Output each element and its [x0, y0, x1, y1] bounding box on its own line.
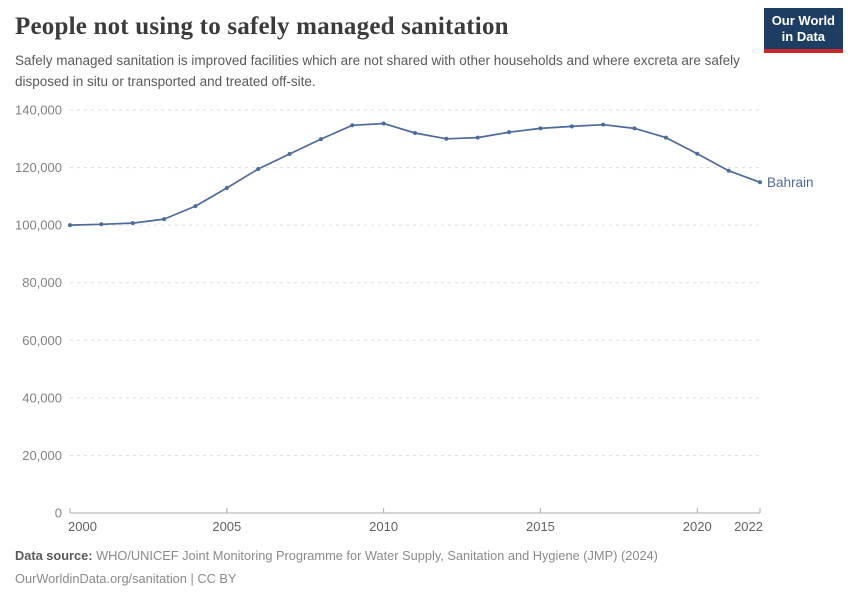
data-point[interactable] [350, 123, 355, 128]
y-tick-label: 80,000 [22, 275, 62, 290]
x-tick-label: 2000 [68, 519, 97, 534]
data-point[interactable] [538, 126, 543, 131]
data-source-text: WHO/UNICEF Joint Monitoring Programme fo… [96, 548, 658, 563]
data-point[interactable] [413, 131, 417, 136]
owid-logo-line2: in Data [781, 29, 826, 45]
chart-footer: Data source: WHO/UNICEF Joint Monitoring… [15, 544, 658, 590]
data-point[interactable] [758, 180, 762, 185]
data-point[interactable] [663, 135, 668, 140]
data-point[interactable] [507, 130, 512, 135]
x-tick-label: 2020 [683, 519, 712, 534]
owid-logo: Our World in Data [763, 8, 843, 53]
chart-subtitle: Safely managed sanitation is improved fa… [15, 53, 740, 89]
data-point[interactable] [632, 126, 637, 131]
data-source-line: Data source: WHO/UNICEF Joint Monitoring… [15, 544, 658, 567]
y-tick-label: 20,000 [22, 448, 62, 463]
data-point[interactable] [569, 124, 574, 129]
data-point[interactable] [726, 168, 731, 173]
data-point[interactable] [695, 151, 700, 156]
x-tick-label: 2010 [369, 519, 398, 534]
data-point[interactable] [99, 222, 104, 227]
y-tick-label: 60,000 [22, 333, 62, 348]
data-source-label: Data source: [15, 548, 93, 563]
y-tick-label: 0 [55, 506, 62, 521]
data-point[interactable] [318, 137, 323, 142]
license-line: OurWorldinData.org/sanitation | CC BY [15, 567, 658, 590]
data-point[interactable] [224, 186, 229, 191]
line-chart[interactable]: 0 20,000 40,000 60,000 80,000 100,000 120,000 1… [0, 95, 850, 540]
y-tick-label: 120,000 [15, 160, 62, 175]
data-point[interactable] [381, 121, 386, 126]
data-point[interactable] [475, 135, 480, 140]
entity-label-bahrain[interactable]: Bahrain [767, 175, 814, 190]
data-point[interactable] [193, 204, 198, 209]
data-point[interactable] [601, 122, 606, 127]
page-title: People not using to safely managed sanit… [15, 13, 509, 40]
data-point[interactable] [68, 223, 72, 228]
x-tick-label: 2022 [734, 519, 763, 534]
license-link[interactable]: OurWorldinData.org/sanitation | CC BY [15, 571, 237, 587]
y-tick-label: 100,000 [15, 218, 62, 233]
data-point[interactable] [287, 152, 292, 157]
data-point[interactable] [162, 217, 167, 222]
data-point[interactable] [256, 167, 261, 172]
x-tick-label: 2005 [212, 519, 241, 534]
data-point[interactable] [444, 136, 449, 141]
y-tick-label: 140,000 [15, 103, 62, 118]
x-tick-label: 2015 [526, 519, 555, 534]
y-tick-label: 40,000 [22, 390, 62, 405]
data-point[interactable] [130, 221, 135, 226]
owid-logo-line1: Our World [771, 13, 835, 28]
series-line-bahrain[interactable] [69, 122, 761, 226]
